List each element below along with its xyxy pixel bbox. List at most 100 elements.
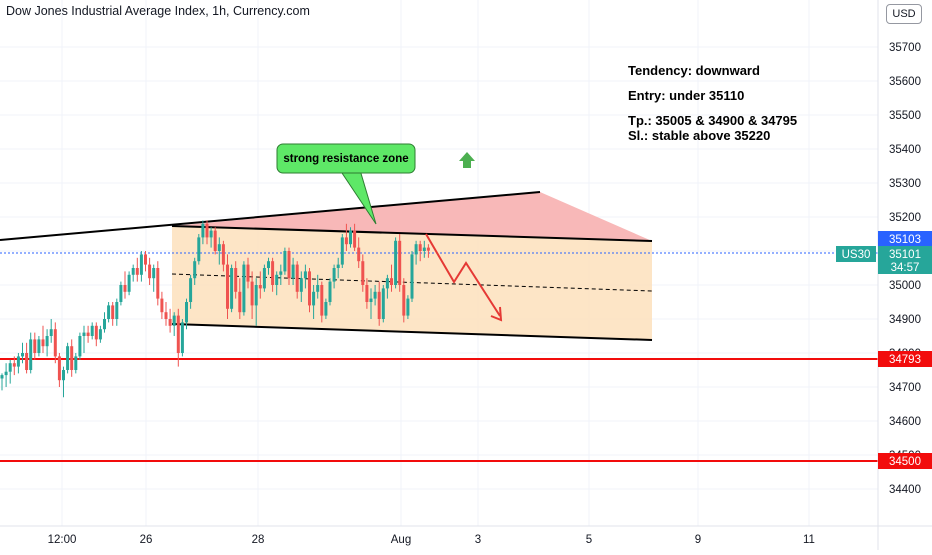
candle [16, 353, 20, 374]
candle-body [45, 336, 49, 347]
candle [25, 342, 29, 374]
candle-body [164, 312, 168, 319]
candle-body [144, 254, 147, 265]
candle [37, 336, 41, 357]
candle-body [394, 240, 398, 285]
candle [324, 298, 328, 319]
candle [385, 274, 389, 299]
candle-body [390, 278, 393, 285]
candle-body [189, 278, 193, 302]
candle [103, 312, 106, 333]
candle [152, 264, 156, 292]
candle-body [0, 375, 4, 379]
candle-body [414, 244, 418, 255]
candlestick-series [0, 220, 430, 398]
x-tick-label: 12:00 [48, 534, 77, 546]
candle [94, 322, 98, 347]
candle-body [303, 271, 307, 279]
candle [250, 271, 254, 319]
badge-34500: 34500 [878, 453, 932, 469]
candle-body [369, 298, 373, 302]
candle-body [180, 322, 184, 353]
candle [238, 278, 242, 319]
candle-body [70, 346, 74, 370]
candle [303, 264, 307, 289]
candle-body [275, 274, 279, 285]
y-tick-label: 35200 [889, 212, 921, 224]
time-axis[interactable]: 12:00 26 28 Aug 3 5 9 11 [48, 534, 815, 546]
candle-body [16, 356, 20, 367]
candle [160, 291, 164, 319]
candle [262, 264, 266, 292]
candle [361, 254, 365, 292]
candle-body [418, 244, 422, 251]
candle [406, 295, 410, 319]
candle [414, 240, 418, 265]
x-tick-label: 5 [586, 534, 592, 546]
badge-35103: 35103 [878, 231, 932, 246]
candle [66, 342, 70, 374]
last-price-badge: 35101 34:57 [878, 246, 932, 274]
resistance-callout[interactable]: strong resistance zone [276, 143, 416, 225]
candle-body [344, 237, 348, 245]
candle [111, 302, 115, 326]
candle [12, 356, 16, 376]
candle [344, 223, 348, 251]
candle-body [90, 325, 94, 336]
candle [86, 325, 90, 343]
candle [217, 237, 221, 265]
candle-body [82, 332, 86, 336]
candle [332, 264, 336, 289]
x-tick-label: 3 [475, 534, 481, 546]
candle-body [406, 298, 410, 316]
candle-body [94, 325, 98, 340]
badge-34500-text: 34500 [889, 456, 921, 468]
candle [254, 278, 258, 326]
candle [176, 308, 180, 367]
candle-body [299, 278, 303, 292]
y-tick-label: 34700 [889, 382, 921, 394]
candle-body [353, 230, 357, 248]
candle-body [213, 230, 217, 251]
badge-34793-text: 34793 [889, 354, 921, 366]
y-tick-label: 35000 [889, 280, 921, 292]
candle [299, 271, 303, 302]
candle-body [4, 371, 8, 376]
candle [275, 271, 279, 296]
candle-body [172, 315, 176, 326]
candle [394, 237, 398, 289]
candle [221, 240, 225, 272]
candle-body [230, 268, 234, 309]
down-path-arrow [425, 233, 501, 317]
candle [49, 319, 53, 343]
y-tick-label: 35700 [889, 42, 921, 54]
candle-body [291, 264, 295, 279]
candle-body [426, 247, 430, 251]
callout-label: strong resistance zone [283, 153, 408, 165]
candle [164, 302, 168, 326]
candle [287, 247, 291, 285]
candle [418, 240, 422, 262]
candle-body [320, 285, 324, 316]
candle [201, 220, 205, 245]
candle-body [98, 329, 102, 340]
candle-body [221, 244, 225, 265]
currency-button[interactable]: USD [886, 4, 922, 24]
candle [90, 322, 94, 340]
candle-body [349, 230, 352, 245]
candle-body [254, 285, 258, 306]
candle-body [152, 268, 156, 279]
candle [349, 227, 352, 248]
candle [320, 281, 324, 323]
candle [308, 268, 311, 313]
candle-body [123, 285, 127, 292]
candle [41, 325, 45, 353]
candle-body [193, 261, 197, 279]
candle-body [287, 251, 291, 279]
candle [426, 244, 430, 258]
candle-body [258, 285, 262, 289]
candle-body [410, 254, 414, 299]
candle [373, 285, 377, 306]
